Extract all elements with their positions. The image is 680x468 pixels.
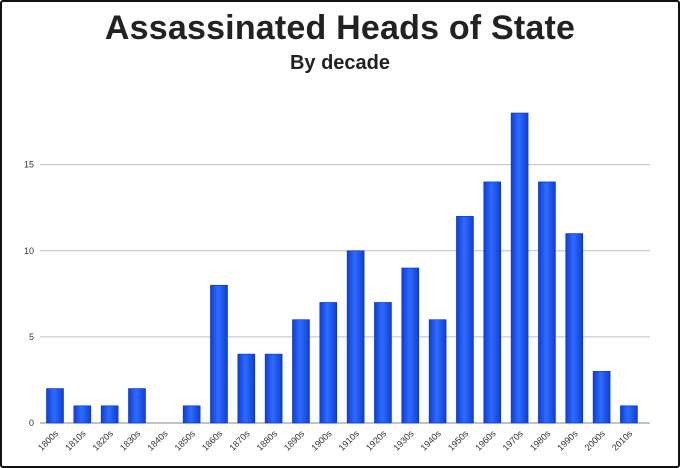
x-tick-label: 1810s: [63, 428, 88, 453]
x-tick-label: 2010s: [610, 428, 635, 453]
chart-title: Assassinated Heads of State: [104, 9, 576, 47]
bar-1990s: [565, 233, 584, 424]
bar-1820s: [100, 405, 119, 424]
bar-1810s: [73, 405, 92, 424]
x-tick-label: 1870s: [227, 428, 252, 453]
x-tick-label: 1980s: [528, 428, 553, 453]
gridlines: [40, 164, 650, 424]
x-tick-label: 1920s: [364, 428, 389, 453]
bar-1870s: [237, 353, 256, 424]
x-tick-label: 1900s: [309, 428, 334, 453]
y-tick-label: 10: [24, 246, 34, 256]
x-tick-label: 1940s: [419, 428, 444, 453]
x-tick-label: 1950s: [446, 428, 471, 453]
y-tick-label: 0: [29, 418, 34, 428]
bar-1860s: [210, 284, 228, 424]
y-tick-label: 15: [24, 160, 34, 170]
x-tick-label: 1910s: [337, 428, 362, 453]
bar-1910s: [346, 250, 365, 424]
x-tick-label: 2000s: [583, 428, 608, 453]
bar-2000s: [592, 371, 611, 424]
x-tick-label: 1930s: [391, 428, 416, 453]
bar-1920s: [374, 302, 392, 424]
bar-1980s: [538, 181, 556, 424]
bar-2010s: [620, 405, 638, 424]
bar-1960s: [483, 181, 502, 424]
x-tick-label: 1890s: [282, 428, 307, 453]
x-tick-label: 1800s: [36, 428, 61, 453]
x-tick-label: 1850s: [173, 428, 198, 453]
bar-1930s: [401, 267, 420, 424]
bar-1880s: [264, 353, 283, 424]
bar-1940s: [428, 319, 447, 424]
bar-1950s: [456, 216, 474, 424]
x-tick-label: 1960s: [473, 428, 498, 453]
bar-1890s: [292, 319, 310, 424]
bar-1900s: [319, 302, 338, 424]
bar-1970s: [510, 112, 529, 424]
y-tick-label: 5: [29, 332, 34, 342]
x-tick-label: 1860s: [200, 428, 225, 453]
bars: [46, 112, 638, 424]
bar-1850s: [182, 405, 201, 424]
x-tick-label: 1970s: [501, 428, 526, 453]
x-tick-label: 1880s: [255, 428, 280, 453]
x-tick-label: 1820s: [91, 428, 116, 453]
x-tick-label: 1990s: [555, 428, 580, 453]
x-axis-ticks: 1800s 1810s 1820s 1830s 1840s 1850s 1860s 1870s…: [36, 428, 635, 453]
bar-1800s: [46, 388, 64, 424]
bar-1830s: [128, 388, 146, 424]
y-axis-ticks: 0 5 10 15: [24, 160, 34, 428]
x-tick-label: 1830s: [118, 428, 143, 453]
chart-subtitle: By decade: [289, 52, 391, 74]
x-tick-label: 1840s: [145, 428, 170, 453]
